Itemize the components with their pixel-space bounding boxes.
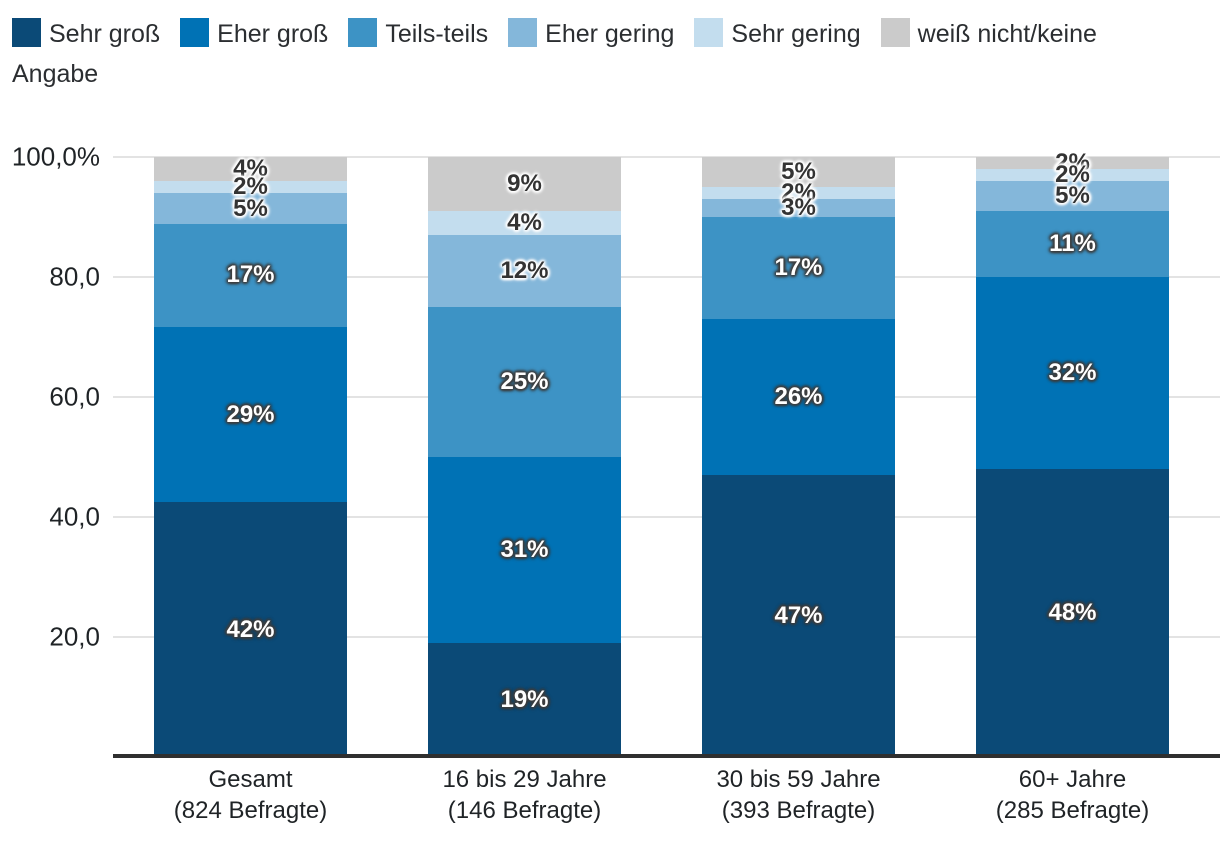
stacked-bar-1: 9% 4% 12% 25% 31% 19%: [428, 157, 621, 757]
legend-item-5: weiß nicht/keine Angabe: [12, 18, 1097, 88]
legend-swatch-icon: [348, 18, 378, 47]
category-label-line1: 60+ Jahre: [1018, 766, 1127, 793]
bar-segment: [428, 157, 621, 211]
bar-segment: [154, 157, 347, 182]
legend-item-label: Eher gering: [545, 20, 675, 48]
stacked-bar-0: 4% 2% 5% 17% 29% 42%: [154, 155, 347, 757]
legend-item-0: Sehr groß: [12, 18, 161, 48]
bar-segment: [154, 326, 347, 503]
y-axis-tick-label: 20,0: [49, 621, 100, 652]
bar-segment: [154, 223, 347, 327]
category-label-line2: (393 Befragte): [721, 797, 876, 824]
x-axis-line: [113, 754, 1220, 758]
legend: Sehr groß Eher groß Teils-teils Eher gering…: [12, 14, 1192, 94]
legend-item-1: Eher groß: [180, 18, 329, 48]
bar-segment: [976, 181, 1169, 211]
bar-segment: [428, 307, 621, 457]
y-gridline: [113, 396, 1220, 398]
x-axis-category-label: Gesamt (824 Befragte): [114, 764, 388, 826]
y-gridline: [113, 276, 1220, 278]
y-axis-tick-label: 40,0: [49, 501, 100, 532]
y-gridline: [113, 156, 1220, 158]
bar-segment: [976, 169, 1169, 181]
legend-swatch-icon: [694, 18, 724, 47]
stacked-bar-2: 5% 2% 3% 17% 26% 47%: [702, 157, 895, 757]
bar-segment: [702, 157, 895, 187]
legend-item-label: Sehr gering: [731, 20, 861, 48]
legend-item-label: Teils-teils: [385, 20, 489, 48]
bar-segment: [976, 277, 1169, 469]
bar-segment: [702, 319, 895, 475]
legend-swatch-icon: [508, 18, 538, 47]
bar-segment: [154, 193, 347, 224]
y-gridline: [113, 636, 1220, 638]
legend-item-label: Sehr groß: [49, 20, 161, 48]
category-label-line2: (285 Befragte): [995, 797, 1150, 824]
legend-swatch-icon: [880, 18, 910, 47]
bar-segment: [154, 181, 347, 194]
x-axis-category-label: 16 bis 29 Jahre (146 Befragte): [388, 764, 662, 826]
legend-item-label: Eher groß: [217, 20, 329, 48]
legend-swatch-icon: [180, 18, 210, 47]
y-axis-tick-label: 60,0: [49, 381, 100, 412]
bar-segment: [428, 211, 621, 235]
legend-item-4: Sehr gering: [694, 18, 861, 48]
category-label-line2: (146 Befragte): [447, 797, 602, 824]
bar-segment: [702, 217, 895, 319]
legend-item-2: Teils-teils: [348, 18, 489, 48]
legend-item-label: weiß nicht/keine Angabe: [12, 20, 1097, 88]
x-axis-category-label: 30 bis 59 Jahre (393 Befragte): [662, 764, 936, 826]
x-axis-category-label: 60+ Jahre (285 Befragte): [936, 764, 1210, 826]
bar-segment: [428, 235, 621, 307]
category-label-line1: 30 bis 59 Jahre: [716, 766, 881, 793]
stacked-bar-3: 2% 2% 5% 11% 32% 48%: [976, 149, 1169, 757]
category-label-line2: (824 Befragte): [173, 797, 328, 824]
bar-segment: [702, 187, 895, 199]
legend-item-3: Eher gering: [508, 18, 675, 48]
bar-segment: [702, 475, 895, 757]
bar-segment: [428, 643, 621, 757]
category-label-line1: 16 bis 29 Jahre: [442, 766, 607, 793]
y-axis-tick-label: 100,0%: [11, 141, 100, 172]
category-label-line1: Gesamt: [208, 766, 293, 793]
y-gridline: [113, 516, 1220, 518]
bar-segment: [428, 457, 621, 643]
bar-segment: [976, 211, 1169, 277]
bar-segment: [154, 502, 347, 757]
legend-swatch-icon: [12, 18, 41, 47]
bar-segment: [702, 199, 895, 217]
bar-segment: [976, 157, 1169, 169]
bar-segment: [976, 469, 1169, 757]
y-axis-tick-label: 80,0: [49, 261, 100, 292]
